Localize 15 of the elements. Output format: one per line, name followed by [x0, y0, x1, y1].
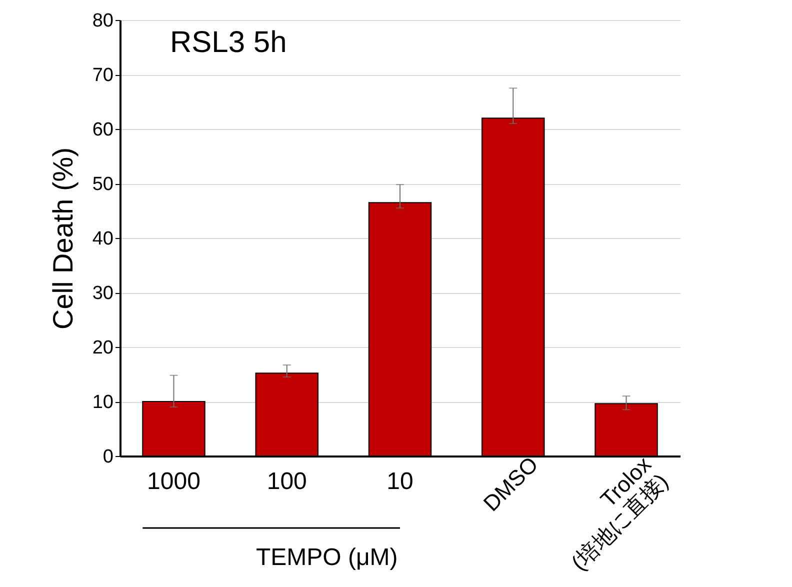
y-tick-label: 10 [92, 392, 114, 413]
y-tick-label: 30 [92, 283, 114, 304]
text: TEMPO (μM) [256, 544, 398, 571]
x-tick-label: 1000 [147, 468, 200, 495]
y-tick-label: 0 [102, 446, 114, 468]
x-tick-label: 100 [266, 468, 307, 495]
y-tick-label: 50 [92, 174, 114, 195]
y-tick-label: 80 [92, 10, 114, 32]
y-axis-title: Cell Death (%) [47, 147, 78, 330]
y-tick-label: 70 [92, 65, 114, 86]
chart-title: RSL3 5h [170, 26, 287, 59]
y-tick-label: 40 [92, 228, 114, 250]
x-tick-label: 10 [386, 468, 414, 495]
y-tick-label: 20 [92, 338, 114, 358]
y-tick-label: 60 [92, 120, 114, 140]
